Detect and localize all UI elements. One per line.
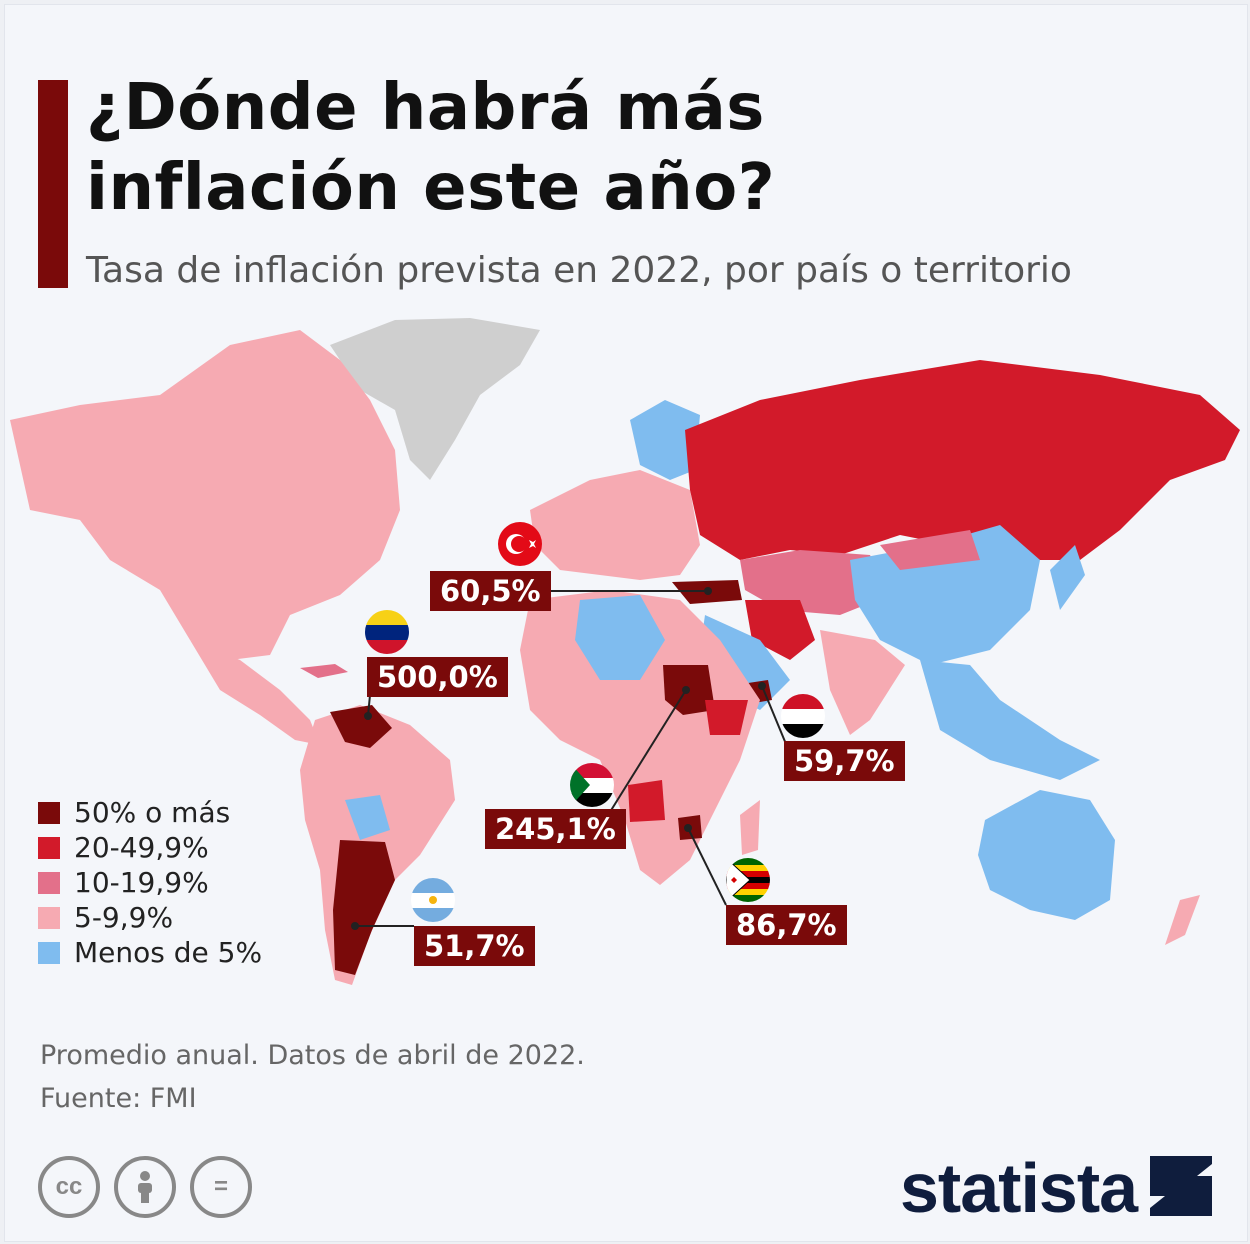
russia-region	[685, 360, 1240, 560]
cc-icon[interactable]: cc	[38, 1156, 100, 1218]
caribbean-region	[300, 664, 348, 678]
sudan-leader-line	[609, 689, 687, 813]
callout-turkey: 60,5%	[430, 571, 551, 611]
footer-source: Fuente: FMI	[40, 1083, 197, 1114]
north-america-region	[10, 330, 400, 660]
legend-swatch	[38, 836, 60, 859]
map-legend: 50% o más 20-49,9% 10-19,9% 5-9,9% Menos…	[38, 795, 262, 970]
page-title: ¿Dónde habrá más inflación este año?	[86, 68, 1186, 228]
title-line-2: inflación este año?	[86, 151, 776, 225]
new-zealand-region	[1165, 895, 1200, 945]
legend-item: 20-49,9%	[38, 830, 262, 865]
argentina-region	[333, 840, 395, 975]
legend-swatch	[38, 801, 60, 824]
legend-label: 5-9,9%	[74, 901, 174, 934]
callout-sudan: 245,1%	[485, 809, 626, 849]
attribution-icon[interactable]	[114, 1156, 176, 1218]
title-accent-bar	[38, 80, 68, 288]
legend-swatch	[38, 941, 60, 964]
madagascar-region	[740, 800, 760, 855]
callout-yemen: 59,7%	[784, 741, 905, 781]
statista-logo-icon[interactable]	[1150, 1156, 1212, 1216]
angola-region	[628, 780, 665, 822]
footer-note: Promedio anual. Datos de abril de 2022.	[40, 1040, 585, 1071]
southeast-asia-region	[920, 660, 1100, 780]
central-america-region	[190, 640, 320, 745]
legend-item: Menos de 5%	[38, 935, 262, 970]
legend-label: Menos de 5%	[74, 936, 263, 969]
license-icons: cc =	[38, 1156, 266, 1218]
yemen-marker	[758, 682, 766, 690]
callout-zimbabwe: 86,7%	[726, 905, 847, 945]
india-region	[820, 630, 905, 735]
venezuela-region	[330, 705, 392, 748]
legend-item: 50% o más	[38, 795, 262, 830]
yemen-flag-icon	[781, 694, 825, 738]
north-africa-region	[575, 595, 665, 680]
africa-region	[520, 590, 760, 885]
zimbabwe-leader-line	[687, 827, 727, 906]
legend-label: 20-49,9%	[74, 831, 209, 864]
turkey-marker	[704, 587, 712, 595]
page-subtitle: Tasa de inflación prevista en 2022, por …	[86, 250, 1072, 291]
scandinavia-region	[630, 400, 700, 480]
zimbabwe-marker	[684, 824, 692, 832]
legend-label: 50% o más	[74, 796, 231, 829]
callout-argentina: 51,7%	[414, 926, 535, 966]
greenland-region	[330, 318, 540, 480]
callout-venezuela: 500,0%	[367, 657, 508, 697]
legend-label: 10-19,9%	[74, 866, 209, 899]
argentina-flag-icon	[411, 878, 455, 922]
statista-logo-text[interactable]: statista	[900, 1149, 1138, 1227]
venezuela-marker	[364, 712, 372, 720]
yemen-leader-line	[761, 685, 787, 745]
sudan-flag-icon	[570, 763, 614, 807]
japan-region	[1050, 545, 1085, 610]
zimbabwe-flag-icon	[726, 858, 770, 902]
legend-swatch	[38, 906, 60, 929]
mongolia-region	[880, 530, 980, 570]
no-derivatives-icon[interactable]: =	[190, 1156, 252, 1218]
legend-item: 10-19,9%	[38, 865, 262, 900]
legend-item: 5-9,9%	[38, 900, 262, 935]
australia-region	[978, 790, 1115, 920]
bolivia-region	[345, 795, 390, 840]
ethiopia-region	[705, 700, 748, 735]
sudan-marker	[682, 686, 690, 694]
europe-region	[530, 470, 700, 580]
turkey-flag-icon	[498, 522, 542, 566]
legend-swatch	[38, 871, 60, 894]
venezuela-flag-icon	[365, 610, 409, 654]
title-line-1: ¿Dónde habrá más	[86, 71, 765, 145]
argentina-marker	[351, 922, 359, 930]
